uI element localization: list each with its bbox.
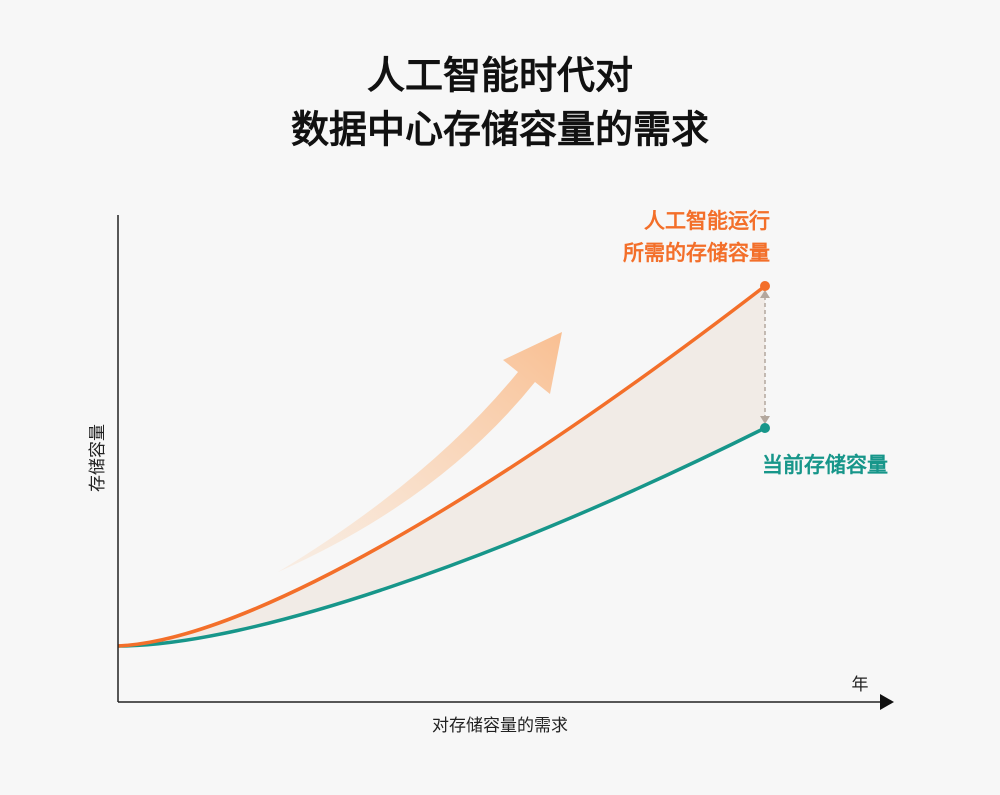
x-axis-arrow	[880, 694, 894, 710]
title-line: 数据中心存储容量的需求	[291, 108, 709, 152]
x-label: 年	[852, 675, 869, 695]
current-endpoint	[760, 423, 770, 433]
ai-label: 人工智能运行	[644, 209, 770, 233]
current-label: 当前存储容量	[762, 453, 888, 477]
y-label: 存储容量	[88, 424, 108, 492]
ai-curve	[117, 284, 767, 648]
title-line: 人工智能时代对	[367, 54, 633, 98]
current-curve	[117, 426, 766, 648]
gap-area	[118, 286, 765, 646]
growth-arrow	[278, 332, 562, 572]
caption: 对存储容量的需求	[432, 716, 568, 736]
ai-label: 所需的存储容量	[623, 241, 770, 265]
ai-endpoint	[760, 281, 770, 291]
